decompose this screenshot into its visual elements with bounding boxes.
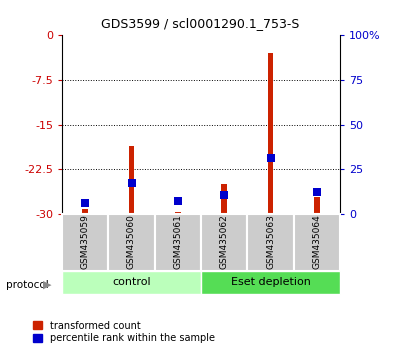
Bar [314,198,320,214]
Bar [201,271,340,294]
Bar [175,212,181,214]
Bar [108,214,155,271]
Text: GSM435060: GSM435060 [127,214,136,269]
Text: GDS3599 / scl0001290.1_753-S: GDS3599 / scl0001290.1_753-S [101,17,299,30]
Bar [62,271,201,294]
Bar [294,214,340,271]
Text: GSM435062: GSM435062 [220,214,229,269]
Text: GSM435063: GSM435063 [266,214,275,269]
Bar [62,214,108,271]
Text: GSM435061: GSM435061 [173,214,182,269]
Bar [221,184,227,214]
Bar [247,214,294,271]
Bar [201,214,247,271]
Bar [155,214,201,271]
Text: protocol: protocol [6,280,49,290]
Bar [82,210,88,214]
Bar [129,145,134,214]
Bar [268,53,273,214]
Text: GSM435064: GSM435064 [312,214,321,269]
Text: ▶: ▶ [43,280,52,290]
Text: GSM435059: GSM435059 [81,214,90,269]
Text: control: control [112,277,151,287]
Text: Eset depletion: Eset depletion [230,277,310,287]
Legend: transformed count, percentile rank within the sample: transformed count, percentile rank withi… [29,317,219,347]
